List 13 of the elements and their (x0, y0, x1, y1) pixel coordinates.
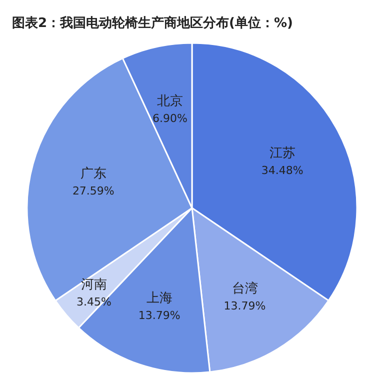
data-label: 13.79% (138, 308, 180, 322)
data-label: 34.48% (261, 164, 304, 178)
slice-label: 广东 (80, 166, 106, 182)
slice-label: 北京 (157, 94, 183, 110)
data-label: 13.79% (224, 300, 266, 313)
slice-label: 上海 (146, 290, 172, 306)
data-label: 27.59% (72, 184, 114, 198)
data-label: 3.45% (76, 295, 112, 308)
chart-title: 图表2：我国电动轮椅生产商地区分布(单位：%) (12, 15, 293, 31)
slice-label: 河南 (80, 277, 107, 292)
data-label: 6.90% (152, 112, 188, 126)
slice-label: 江苏 (269, 146, 296, 162)
slice-label: 台湾 (232, 280, 258, 297)
